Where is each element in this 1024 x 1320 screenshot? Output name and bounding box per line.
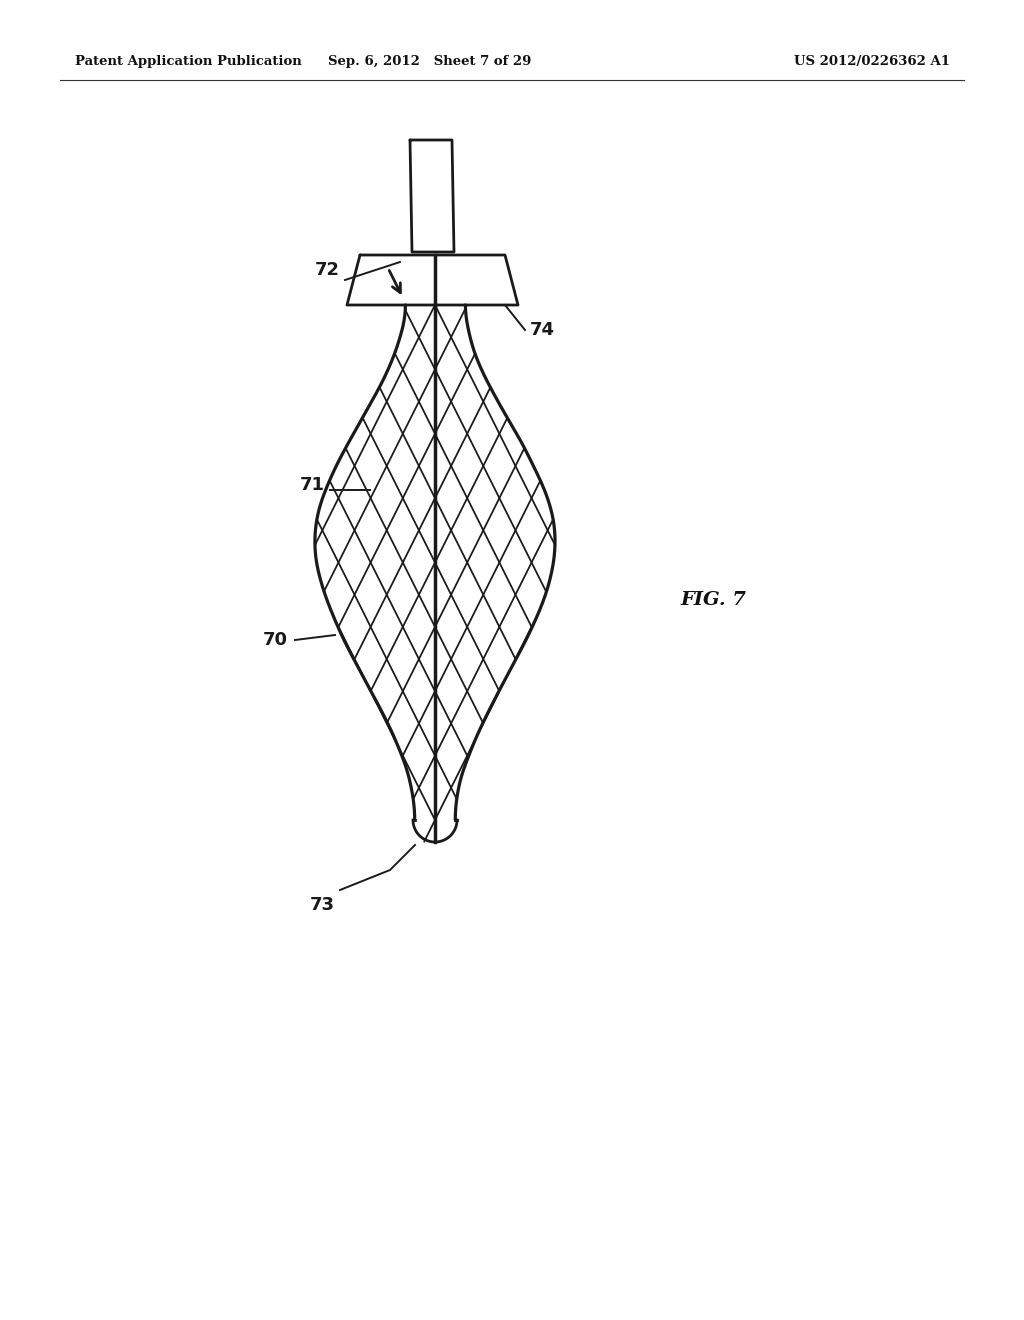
Text: 73: 73 [310,896,335,913]
Text: 71: 71 [300,477,325,494]
Text: FIG. 7: FIG. 7 [680,591,746,609]
Text: Sep. 6, 2012   Sheet 7 of 29: Sep. 6, 2012 Sheet 7 of 29 [329,55,531,69]
Text: Patent Application Publication: Patent Application Publication [75,55,302,69]
Text: 74: 74 [530,321,555,339]
Text: 70: 70 [263,631,288,649]
Text: 72: 72 [315,261,340,279]
Text: US 2012/0226362 A1: US 2012/0226362 A1 [794,55,950,69]
